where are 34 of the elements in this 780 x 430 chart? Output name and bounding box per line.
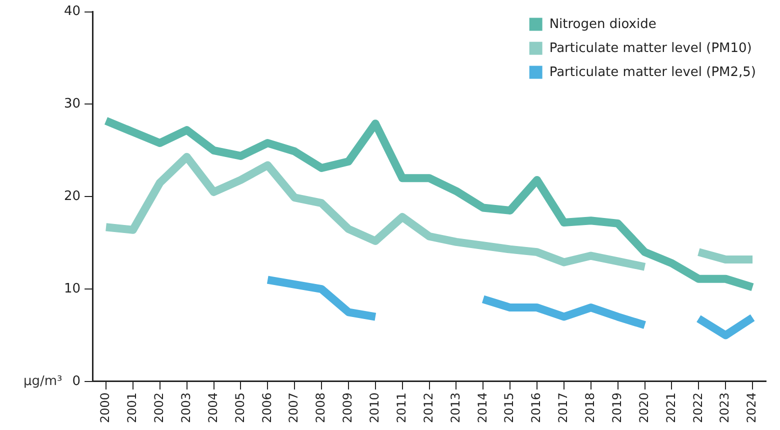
x-tick-label: 2009 [340, 392, 355, 424]
legend-label: Particulate matter level (PM10) [549, 41, 752, 56]
x-tick-label: 2017 [556, 392, 570, 424]
y-tick-label: 40 [64, 4, 81, 20]
x-tick-label: 2020 [636, 392, 651, 424]
x-tick-label: 2005 [232, 392, 247, 424]
x-tick-label: 2015 [502, 392, 516, 424]
x-tick-label: 2014 [475, 392, 490, 424]
x-tick-label: 2001 [125, 392, 140, 424]
x-tick-label: 2011 [394, 392, 408, 424]
x-tick-label: 2002 [152, 392, 166, 424]
legend-label: Nitrogen dioxide [549, 17, 656, 32]
x-tick-label: 2022 [690, 392, 705, 424]
y-tick-label: 0 [72, 374, 81, 389]
y-tick-label: 20 [64, 189, 81, 204]
x-tick-label: 2016 [529, 392, 544, 424]
x-tick-label: 2013 [448, 392, 462, 424]
x-tick-label: 2024 [744, 392, 759, 424]
legend-label: Particulate matter level (PM2,5) [549, 65, 756, 80]
y-tick-label: 30 [64, 96, 81, 112]
x-tick-label: 2006 [260, 392, 274, 424]
x-tick-label: 2003 [178, 392, 193, 424]
x-tick-label: 2012 [421, 392, 436, 424]
x-tick-label: 2019 [610, 392, 624, 424]
y-tick-label: 10 [64, 281, 81, 296]
x-tick-label: 2000 [98, 392, 112, 424]
x-tick-label: 2021 [664, 392, 678, 424]
x-tick-label: 2004 [206, 392, 220, 424]
x-tick-label: 2023 [718, 392, 732, 424]
x-tick-label: 2010 [368, 392, 382, 424]
x-tick-label: 2018 [583, 392, 598, 424]
y-axis-title: µg/m³ [23, 374, 62, 389]
x-tick-label: 2007 [286, 392, 301, 424]
x-tick-label: 2008 [314, 392, 328, 424]
